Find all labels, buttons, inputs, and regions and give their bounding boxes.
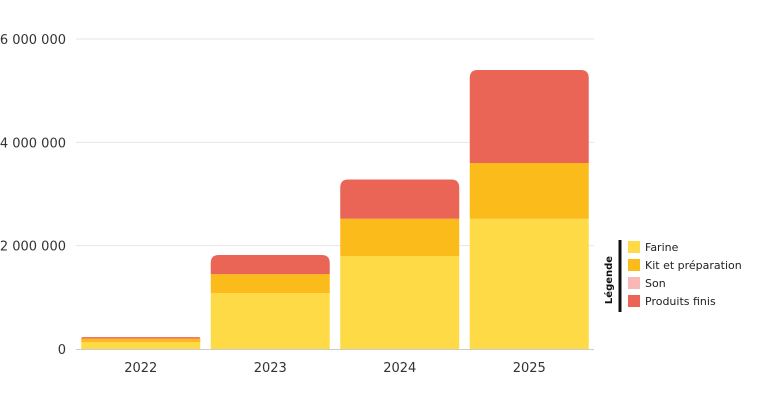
- legend-swatch: [628, 295, 640, 307]
- bar-produits-finis-2023: [210, 254, 330, 275]
- bar-farine-2022: [81, 342, 201, 349]
- x-tick-label: 2023: [254, 361, 287, 376]
- y-tick-label: 2 000 000: [0, 240, 66, 255]
- bar-produits-finis-2024: [340, 179, 460, 219]
- legend-swatch: [628, 277, 640, 289]
- x-tick-label: 2025: [513, 361, 546, 376]
- legend-swatch: [628, 259, 640, 271]
- y-tick-label: 6 000 000: [0, 33, 66, 48]
- legend-item-label: Son: [645, 277, 666, 290]
- bar-kit-et-pr-paration-2023: [210, 274, 330, 294]
- bar-kit-et-pr-paration-2024: [340, 218, 460, 256]
- bar-kit-et-pr-paration-2025: [469, 163, 589, 219]
- bar-farine-2024: [340, 256, 460, 349]
- y-tick-label: 4 000 000: [0, 136, 66, 151]
- bar-farine-2023: [210, 293, 330, 349]
- bar-produits-finis-2025: [469, 70, 589, 163]
- bar-produits-finis-2022: [81, 337, 201, 339]
- x-tick-label: 2022: [124, 361, 157, 376]
- bar-farine-2025: [469, 218, 589, 349]
- legend-item-label: Kit et préparation: [645, 259, 742, 272]
- y-tick-label: 0: [58, 343, 66, 358]
- legend-item-label: Farine: [645, 241, 679, 254]
- legend-swatch: [628, 241, 640, 253]
- legend-item-label: Produits finis: [645, 295, 716, 308]
- x-tick-label: 2024: [383, 361, 416, 376]
- legend-title: Légende: [603, 256, 615, 304]
- bar-kit-et-pr-paration-2022: [81, 338, 201, 343]
